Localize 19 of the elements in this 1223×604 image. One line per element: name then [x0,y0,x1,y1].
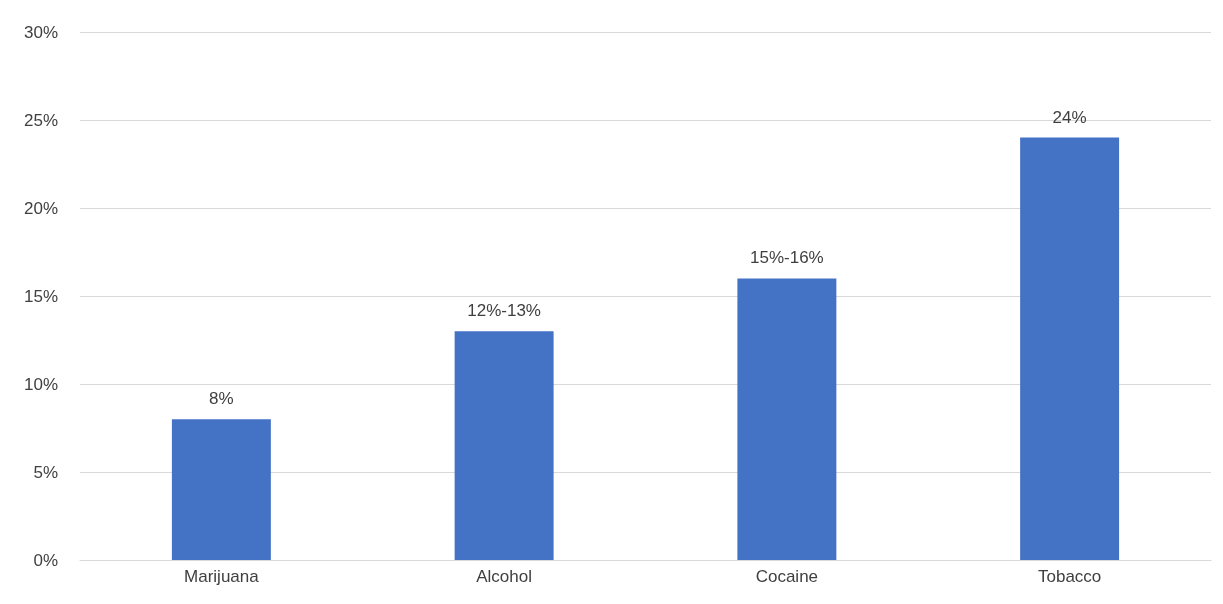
bar [171,419,271,560]
y-tick-label: 15% [23,286,58,306]
y-tick-label: 10% [23,374,58,394]
x-tick-label: Cocaine [755,567,819,586]
annotation: 24% [1052,107,1087,127]
x-tick-label: Marijuana [184,567,260,586]
x-tick-label: Tobacco [1037,567,1102,586]
y-tick-label: 5% [33,462,58,482]
annotation: 15%-16% [750,248,824,268]
y-tick-label: 30% [23,22,58,42]
annotation: 8% [209,389,234,409]
y-tick-label: 20% [23,198,58,218]
bar [1020,137,1120,560]
annotation: 12%-13% [467,301,541,321]
x-tick-label: Alcohol [476,567,533,586]
y-tick-label: 0% [33,550,58,570]
bar [737,278,837,560]
bar [454,331,554,560]
y-tick-label: 25% [23,110,58,130]
